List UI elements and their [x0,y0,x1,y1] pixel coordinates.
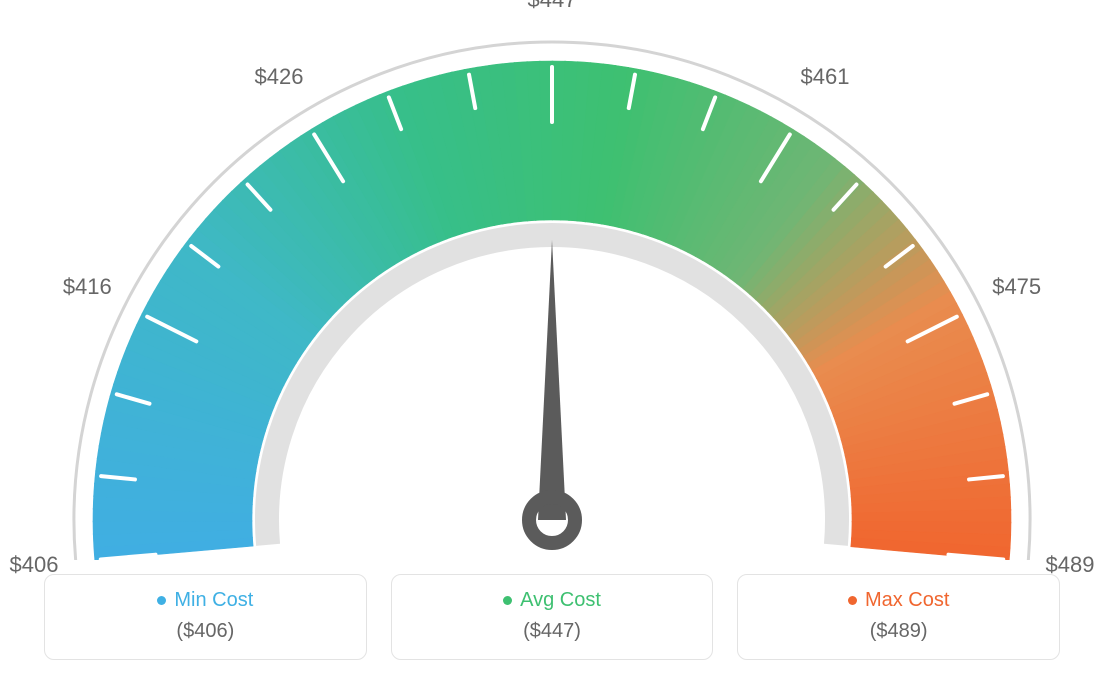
legend-dot-avg [503,596,512,605]
gauge-tick-label: $447 [528,0,577,13]
gauge-tick-label: $475 [992,274,1041,300]
legend-dot-min [157,596,166,605]
legend-label-min: Min Cost [174,589,253,611]
legend-card-min: Min Cost ($406) [44,574,367,660]
legend-row: Min Cost ($406) Avg Cost ($447) Max Cost… [44,574,1060,660]
gauge-tick-label: $416 [63,274,112,300]
gauge-tick-label: $426 [255,64,304,90]
legend-card-max: Max Cost ($489) [737,574,1060,660]
legend-value-avg: ($447) [402,620,703,643]
legend-label-avg: Avg Cost [520,589,601,611]
legend-dot-max [848,596,857,605]
legend-title-avg: Avg Cost [402,589,703,612]
legend-card-avg: Avg Cost ($447) [391,574,714,660]
gauge-svg [0,0,1104,560]
legend-title-min: Min Cost [55,589,356,612]
legend-value-min: ($406) [55,620,356,643]
legend-label-max: Max Cost [865,589,949,611]
gauge-canvas-wrap [0,0,1104,560]
gauge-chart-stage: $406$416$426$447$461$475$489 Min Cost ($… [0,0,1104,690]
legend-value-max: ($489) [748,620,1049,643]
legend-title-max: Max Cost [748,589,1049,612]
gauge-tick-label: $461 [801,64,850,90]
